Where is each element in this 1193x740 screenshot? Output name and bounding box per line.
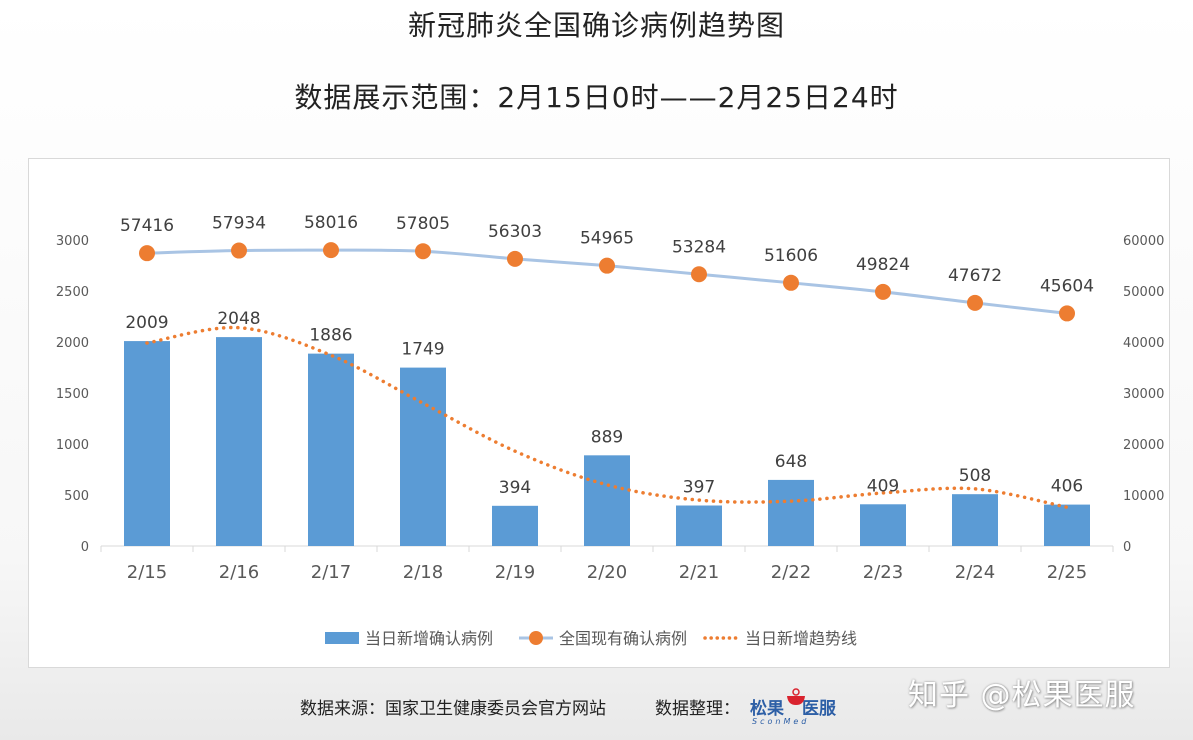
x-tick-label: 2/22 bbox=[771, 562, 811, 583]
bar bbox=[124, 341, 170, 546]
y-right-tick-label: 0 bbox=[1123, 540, 1131, 555]
line-value-label: 47672 bbox=[948, 266, 1002, 286]
y-right-tick-label: 60000 bbox=[1123, 234, 1164, 249]
chart-svg: 0500100015002000250030000100002000030000… bbox=[56, 213, 1164, 648]
line-value-label: 54965 bbox=[580, 229, 634, 249]
logo-subtext: SconMed bbox=[752, 717, 810, 726]
bar-value-label: 1886 bbox=[309, 326, 352, 346]
line-point bbox=[415, 243, 431, 260]
legend-bar-swatch bbox=[325, 632, 359, 644]
watermark: 知乎 @松果医服 bbox=[908, 678, 1136, 713]
logo-bowl-icon bbox=[787, 688, 805, 705]
organizer-label: 数据整理： bbox=[655, 699, 740, 719]
bar bbox=[400, 367, 446, 546]
bar bbox=[676, 505, 722, 546]
line-point bbox=[783, 274, 799, 291]
bar-value-label: 394 bbox=[499, 478, 531, 498]
line-point bbox=[1059, 305, 1075, 322]
sconmed-logo: 松果 医服 SconMed bbox=[750, 684, 850, 730]
line-value-label: 57416 bbox=[120, 216, 174, 236]
y-left-tick-label: 500 bbox=[64, 489, 89, 504]
chart-title: 新冠肺炎全国确诊病例趋势图 bbox=[407, 9, 785, 42]
x-tick-label: 2/24 bbox=[955, 562, 995, 583]
bar-value-label: 1749 bbox=[401, 340, 444, 360]
line-value-label: 53284 bbox=[672, 237, 726, 257]
x-tick-label: 2/15 bbox=[127, 562, 167, 583]
y-right-tick-label: 10000 bbox=[1123, 489, 1164, 504]
bar-value-label: 508 bbox=[959, 466, 991, 486]
x-tick-label: 2/17 bbox=[311, 562, 351, 583]
bar bbox=[860, 504, 906, 546]
line-value-label: 45604 bbox=[1040, 276, 1094, 296]
line-value-label: 57805 bbox=[396, 214, 450, 234]
legend-label: 当日新增确认病例 bbox=[365, 629, 493, 648]
bar bbox=[952, 494, 998, 546]
line-point bbox=[323, 242, 339, 259]
bar-value-label: 889 bbox=[591, 427, 623, 447]
x-tick-label: 2/21 bbox=[679, 562, 719, 583]
bar bbox=[492, 505, 538, 546]
line-point bbox=[507, 250, 523, 267]
line-value-label: 57934 bbox=[212, 214, 266, 234]
x-tick-label: 2/19 bbox=[495, 562, 535, 583]
x-tick-label: 2/16 bbox=[219, 562, 259, 583]
bar-value-label: 2048 bbox=[217, 309, 260, 329]
legend-label: 当日新增趋势线 bbox=[745, 629, 857, 648]
line-value-label: 56303 bbox=[488, 222, 542, 242]
chart-panel: 0 500 1000 1500 2000 2500 3000 0 10000 20000 30000… bbox=[28, 158, 1170, 668]
line-value-label: 49824 bbox=[856, 255, 910, 275]
bar-value-label: 648 bbox=[775, 452, 807, 472]
y-right-tick-label: 50000 bbox=[1123, 285, 1164, 300]
legend-label: 全国现有确认病例 bbox=[559, 629, 687, 648]
line-point bbox=[691, 266, 707, 283]
line-value-label: 51606 bbox=[764, 246, 818, 266]
y-left-tick-label: 3000 bbox=[56, 234, 89, 249]
bar bbox=[1044, 504, 1090, 546]
y-left-tick-label: 1000 bbox=[56, 438, 89, 453]
y-left-tick-label: 1500 bbox=[56, 387, 89, 402]
line-point bbox=[231, 242, 247, 259]
x-tick-label: 2/23 bbox=[863, 562, 903, 583]
bar-value-label: 397 bbox=[683, 478, 715, 498]
legend-line-marker bbox=[529, 631, 543, 645]
bar bbox=[584, 455, 630, 546]
logo-text-1: 松果 bbox=[750, 699, 784, 719]
y-right-tick-label: 20000 bbox=[1123, 438, 1164, 453]
logo-text-2: 医服 bbox=[802, 699, 836, 719]
y-right-tick-label: 30000 bbox=[1123, 387, 1164, 402]
bar-value-label: 409 bbox=[867, 476, 899, 496]
bar-value-label: 2009 bbox=[125, 313, 168, 333]
x-tick-label: 2/18 bbox=[403, 562, 443, 583]
data-source-label: 数据来源：国家卫生健康委员会官方网站 bbox=[300, 699, 606, 719]
y-right-tick-label: 40000 bbox=[1123, 336, 1164, 351]
line-point bbox=[599, 257, 615, 274]
line-point bbox=[875, 283, 891, 300]
y-left-tick-label: 0 bbox=[81, 540, 89, 555]
line-value-label: 58016 bbox=[304, 213, 358, 233]
line-point bbox=[139, 245, 155, 262]
bar bbox=[216, 337, 262, 546]
line-point bbox=[967, 294, 983, 311]
bar-value-label: 406 bbox=[1051, 477, 1083, 497]
y-left-tick-label: 2000 bbox=[56, 336, 89, 351]
x-tick-label: 2/25 bbox=[1047, 562, 1087, 583]
y-left-tick-label: 2500 bbox=[56, 285, 89, 300]
x-tick-label: 2/20 bbox=[587, 562, 627, 583]
trendline-path bbox=[145, 325, 1069, 509]
bar bbox=[768, 479, 814, 546]
chart-subtitle: 数据展示范围：2月15日0时——2月25日24时 bbox=[294, 81, 899, 114]
bar bbox=[308, 353, 354, 546]
